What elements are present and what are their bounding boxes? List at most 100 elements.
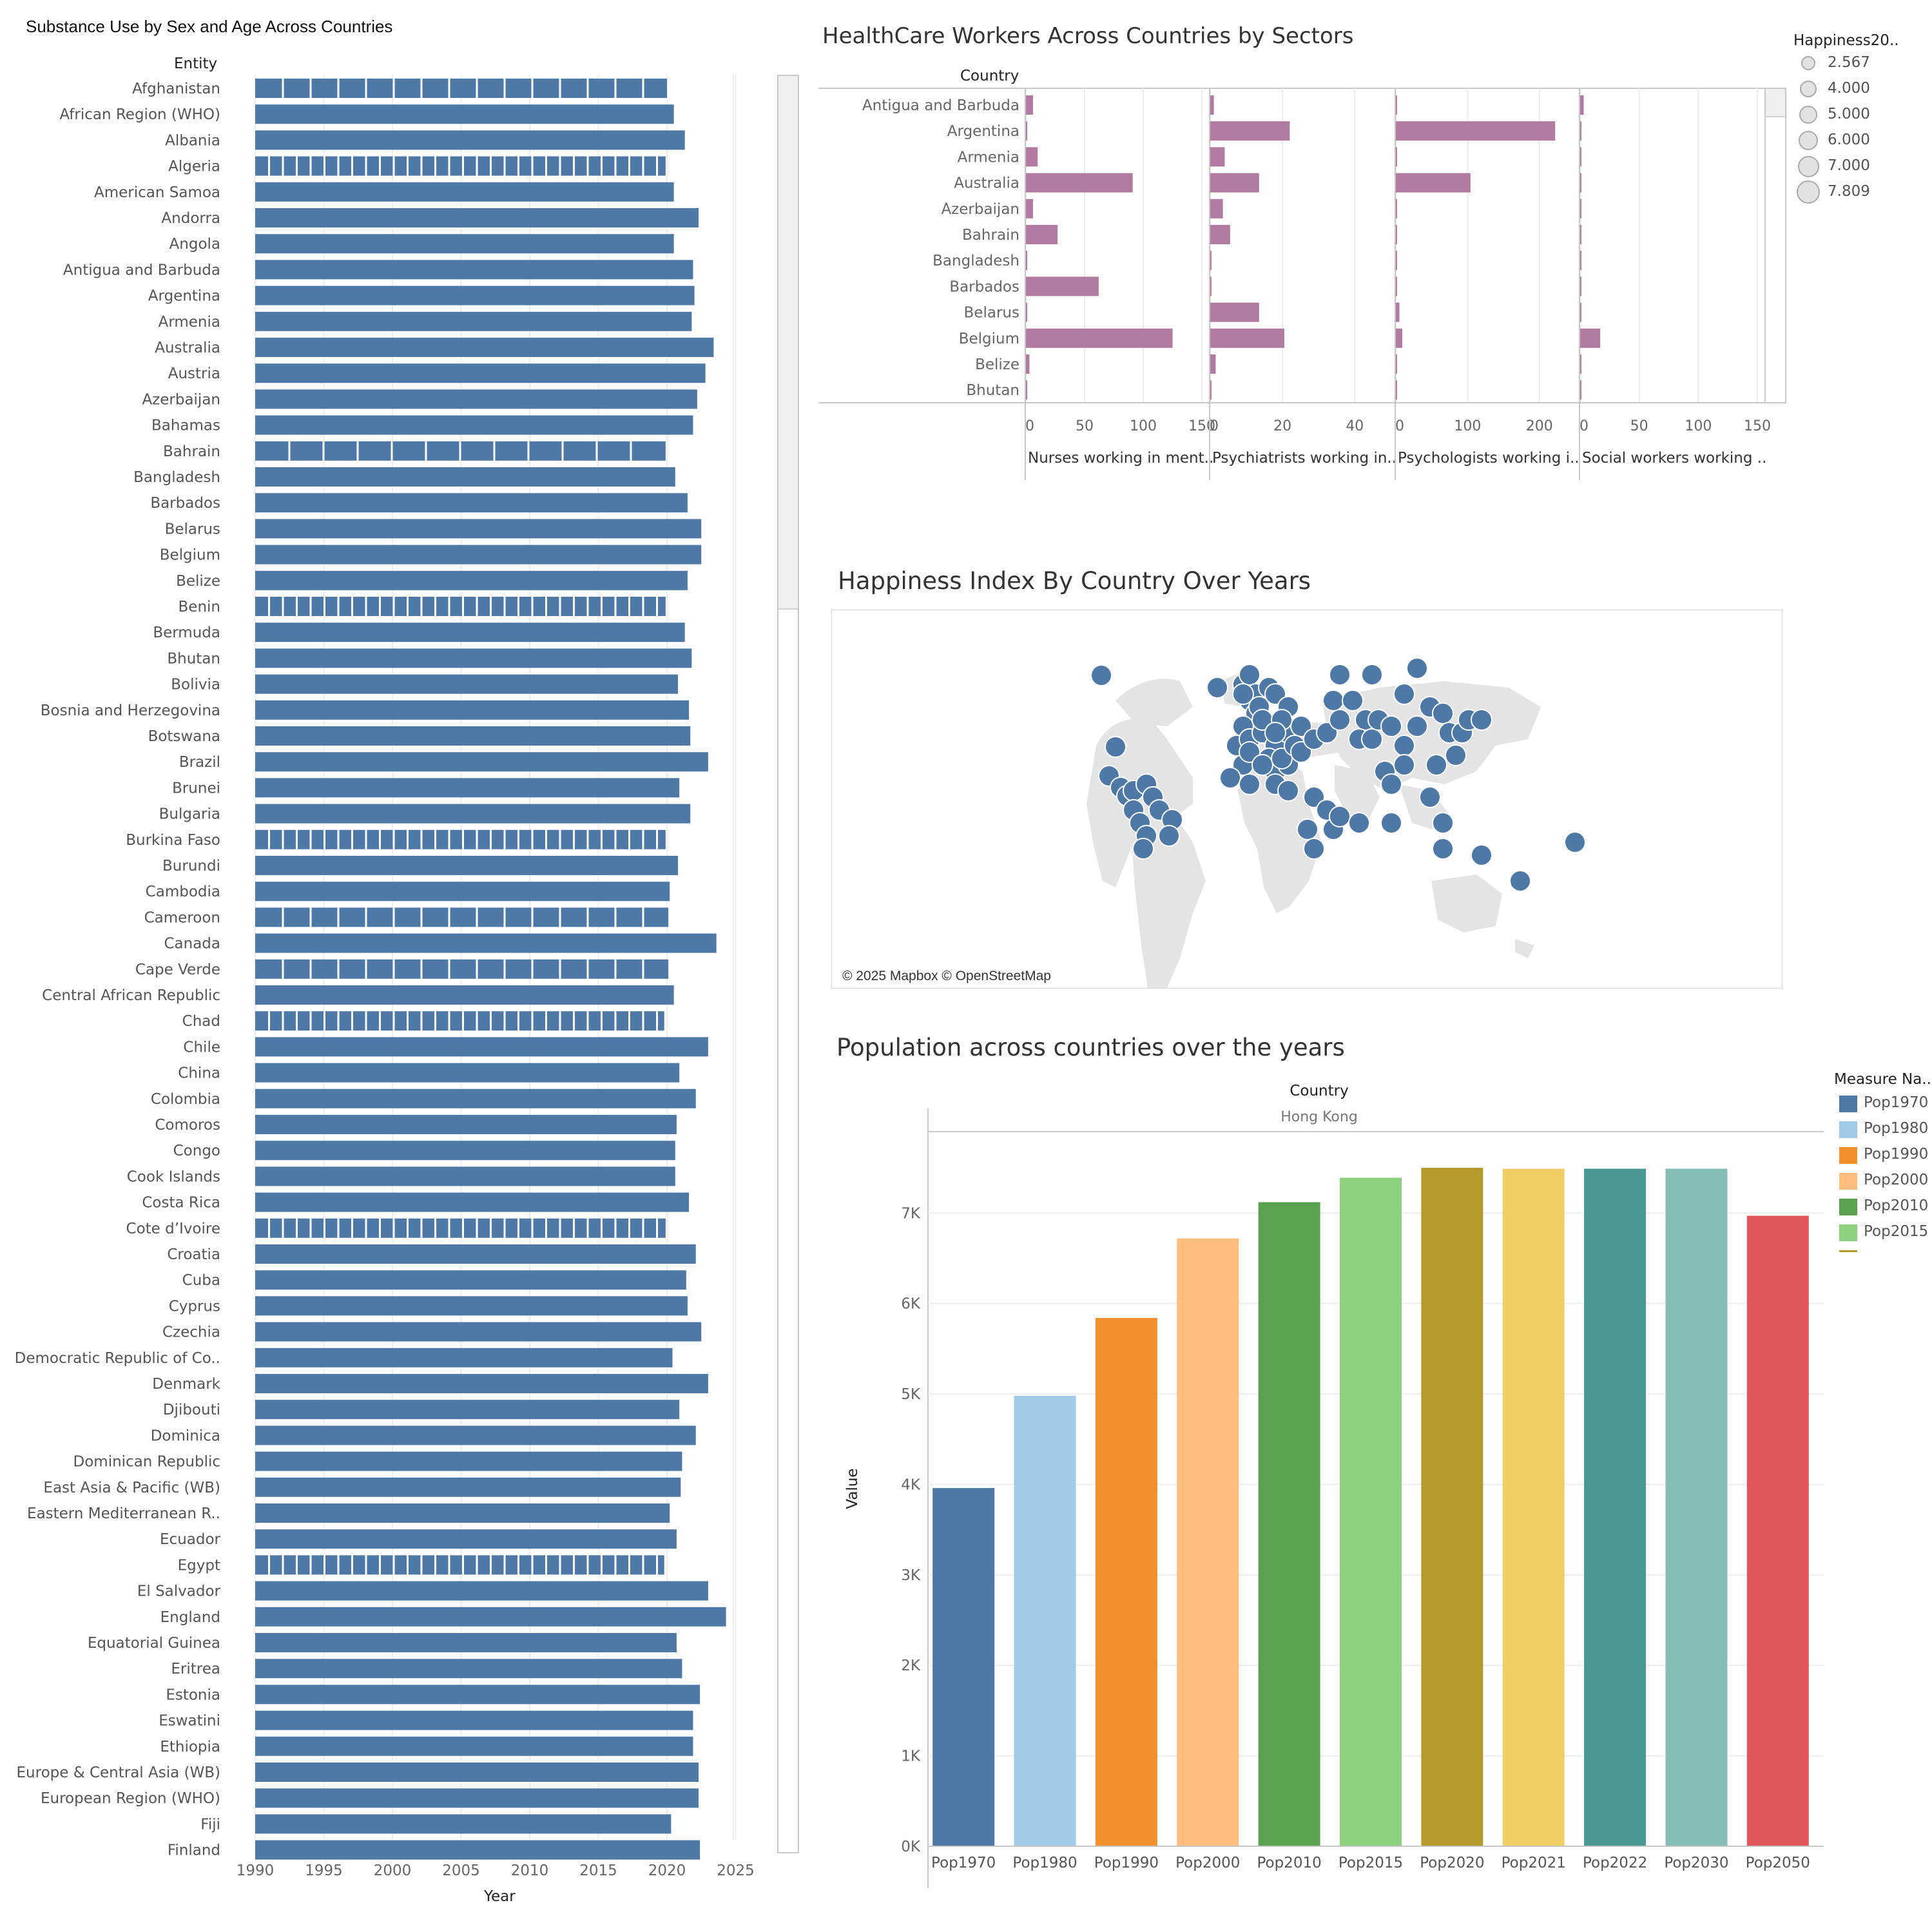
population-y-tick-label: 3K [901,1567,921,1584]
size-circle-icon [1797,155,1819,177]
healthcare-tick-label: 50 [1076,418,1094,434]
legend-swatch [1839,1096,1857,1112]
legend-swatch [1839,1147,1857,1164]
healthcare-bar [1026,95,1033,115]
size-circle-icon [1797,180,1820,204]
bar [255,959,669,979]
entity-label: Costa Rica [142,1195,220,1212]
healthcare-bar [1210,302,1259,322]
population-legend-label: Pop1990 [1864,1146,1929,1163]
healthcare-panel-label: Social workers working .. [1582,450,1766,467]
healthcare-scrollbar-thumb[interactable] [1766,89,1785,117]
world-map[interactable] [832,610,1782,988]
bar [255,1710,693,1730]
bar [255,1788,699,1808]
bar [255,1840,700,1860]
population-y-tick-label: 0K [901,1839,921,1855]
population-bar [1177,1238,1239,1846]
bar [255,648,692,668]
substance-scrollbar[interactable] [777,75,799,1853]
bar [255,1503,670,1523]
population-legend-item[interactable]: Pop2000 [1835,1169,1932,1191]
bar [255,234,674,254]
entity-label: Burundi [162,858,220,874]
population-x-tick-label: Pop2030 [1664,1855,1728,1871]
healthcare-bar [1396,354,1397,374]
population-legend-item[interactable]: Pop1970 [1835,1092,1932,1114]
healthcare-bar [1396,95,1397,115]
entity-label: Chad [182,1013,220,1030]
population-x-tick-label: Pop2022 [1583,1855,1647,1871]
entity-label: Congo [173,1143,220,1159]
healthcare-bar [1396,302,1400,322]
entity-label: Bulgaria [159,806,220,823]
happiness-point [1419,786,1441,808]
population-bar [1584,1168,1647,1846]
entity-label: Fiji [200,1816,220,1833]
entity-label: Afghanistan [132,81,220,97]
entity-label: Antigua and Barbuda [63,262,220,278]
bar [255,1607,726,1627]
substance-scrollbar-thumb[interactable] [778,76,798,610]
entity-label: Bahrain [163,443,220,460]
bar [255,804,691,824]
happiness-point [1432,702,1454,724]
healthcare-country-label: Belize [975,356,1019,373]
land-shape [1238,758,1322,913]
happiness-point [1090,664,1112,686]
healthcare-country-label: Bahrain [962,227,1019,244]
entity-label: Eswatini [159,1713,220,1730]
healthcare-country-label: Bangladesh [932,253,1019,269]
bar [255,1296,688,1316]
land-shape [1431,874,1502,932]
population-legend-item[interactable]: Pop2015 [1835,1221,1932,1242]
population-bar [1340,1177,1402,1846]
entity-label: Australia [155,340,220,356]
entity-label: Cuba [182,1272,220,1289]
bar [255,363,706,383]
happiness-point [1105,736,1126,758]
healthcare-bar [1580,121,1581,141]
healthcare-bar [1026,276,1099,296]
healthcare-chart-title: HealthCare Workers Across Countries by S… [822,23,1354,49]
population-legend-item[interactable]: Pop2010 [1835,1195,1932,1217]
population-bar [1095,1318,1157,1846]
bar [255,208,699,227]
healthcare-tick-label: 100 [1454,418,1481,434]
population-x-tick-label: Pop2015 [1338,1855,1403,1871]
healthcare-bar [1396,198,1397,218]
population-legend-label: Pop2015 [1864,1223,1929,1240]
healthcare-bar [1580,302,1581,322]
happiness-point [1264,722,1286,744]
healthcare-bar [1396,380,1397,400]
happiness-legend-label: 7.809 [1828,183,1870,200]
bar [255,1270,686,1290]
population-legend-item[interactable]: Pop1990 [1835,1143,1932,1165]
population-legend-item[interactable]: Pop1980 [1835,1117,1932,1139]
happiness-legend-label: 7.000 [1828,157,1870,174]
bar [255,545,702,565]
healthcare-bar [1396,328,1403,348]
bar [255,1763,699,1782]
entity-label: European Region (WHO) [41,1790,220,1807]
population-x-tick-label: Pop1980 [1012,1855,1077,1871]
healthcare-scrollbar[interactable] [1764,88,1786,403]
entity-label: Bosnia and Herzegovina [41,702,220,719]
entity-label: Eastern Mediterranean R.. [27,1505,220,1522]
healthcare-bar [1396,147,1397,167]
bar [255,467,675,487]
bar [255,519,702,539]
population-y-tick-label: 1K [901,1748,921,1765]
happiness-point [1406,715,1428,737]
healthcare-bar [1210,251,1212,271]
entity-label: Denmark [152,1376,220,1393]
bar [255,752,708,772]
map-panel[interactable]: © 2025 Mapbox © OpenStreetMap [831,610,1782,989]
healthcare-bar [1210,276,1212,296]
x-tick-label: 2025 [717,1862,755,1879]
bar [255,1218,666,1238]
bar [255,1011,664,1031]
healthcare-country-label: Argentina [947,123,1019,140]
population-x-tick-label: Pop2021 [1502,1855,1566,1871]
entity-label: Estonia [166,1686,220,1703]
